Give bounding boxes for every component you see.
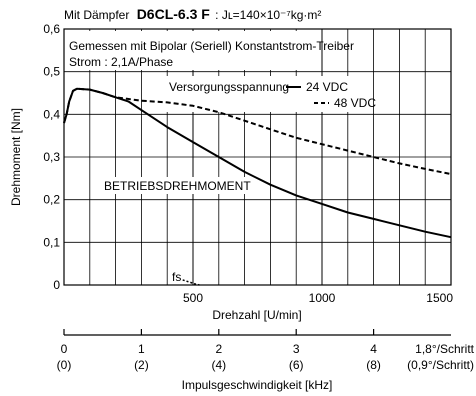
fs-curve xyxy=(182,279,200,286)
secondary-tick-sublabel: (0) xyxy=(57,358,72,372)
title-model: D6CL-6.3 F xyxy=(137,6,211,22)
operating-label-background xyxy=(101,177,268,194)
grid xyxy=(64,29,451,285)
fs-label: fs xyxy=(172,270,181,284)
secondary-tick-label: 3 xyxy=(293,342,300,356)
secondary-tick-sublabel: (6) xyxy=(289,358,304,372)
secondary-tick-sublabel: (8) xyxy=(366,358,381,372)
tick-labels: 0 0,1 0,2 0,3 0,4 0,5 0,6 500 1000 1500 xyxy=(43,22,453,305)
supply-heading: Versorgungsspannung xyxy=(169,80,289,94)
info-box-background xyxy=(66,31,316,70)
secondary-tick-sublabel: (4) xyxy=(211,358,226,372)
y-tick-label: 0,3 xyxy=(43,150,60,164)
y-tick-label: 0,5 xyxy=(43,65,60,79)
secondary-tick-label: 2 xyxy=(215,342,222,356)
secondary-tick-label: 4 xyxy=(370,342,377,356)
y-tick-label: 0,2 xyxy=(43,193,60,207)
y-axis-title: Drehmoment [Nm] xyxy=(9,108,23,206)
legend-label-48vdc: 48 VDC xyxy=(334,96,376,110)
x-tick-label: 1500 xyxy=(426,291,453,305)
secondary-tick-label: 1 xyxy=(138,342,145,356)
title-inertia: : Jʟ=140×10⁻⁷kg·m² xyxy=(215,8,321,22)
x-tick-label: 1000 xyxy=(309,291,336,305)
series-group xyxy=(63,87,452,286)
secondary-tick-label: 0 xyxy=(61,342,68,356)
legend-background xyxy=(165,76,365,112)
x-axis-title: Drehzahl [U/min] xyxy=(212,308,301,322)
current-note: Strom : 2,1A/Phase xyxy=(69,55,173,69)
title-prefix: Mit Dämpfer xyxy=(64,8,129,22)
step-sub-label: (0,9°/Schritt) xyxy=(407,358,474,372)
y-tick-label: 0,4 xyxy=(43,107,60,121)
step-label: 1,8°/Schritt xyxy=(415,342,474,356)
series-line-48-vdc xyxy=(63,87,452,176)
operating-torque-label: BETRIEBSDREHMOMENT xyxy=(104,179,251,193)
secondary-axis: 0 (0) 1 (2) 2 (4) 3 (6) 4 (8) xyxy=(57,329,381,372)
driver-note: Gemessen mit Bipolar (Seriell) Konstants… xyxy=(69,39,354,53)
x-tick-label: 500 xyxy=(183,291,203,305)
plot-frame xyxy=(63,28,452,286)
legend-label-24vdc: 24 VDC xyxy=(306,80,348,94)
secondary-axis-title: Impulsgeschwindigkeit [kHz] xyxy=(182,378,333,392)
chart-title: Mit Dämpfer D6CL-6.3 F : Jʟ=140×10⁻⁷kg·m… xyxy=(64,6,321,22)
y-tick-label: 0 xyxy=(53,278,60,292)
secondary-tick-sublabel: (2) xyxy=(134,358,149,372)
y-tick-label: 0,1 xyxy=(43,235,60,249)
y-tick-label: 0,6 xyxy=(43,22,60,36)
